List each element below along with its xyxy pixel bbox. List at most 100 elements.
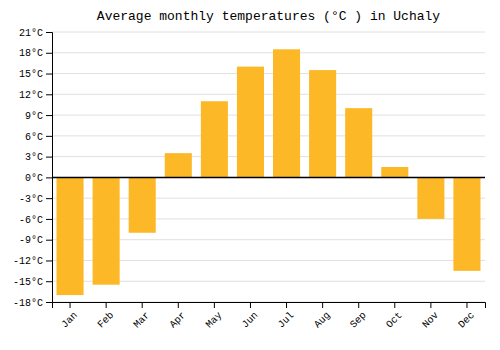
y-tick-label: 3°C [25,152,43,163]
grid-line [52,94,485,95]
x-tick: Jan [59,302,80,330]
chart: -18°C -15°C -12°C -9°C -6°C -3°C 0°C 3°C 6°C 9°C 1… [0,0,500,350]
x-tick-mark [358,302,359,308]
x-tick-label: Sep [348,310,369,331]
bar [417,177,444,219]
y-tick-label: -15°C [13,277,43,288]
x-tick: Aug [312,302,333,330]
y-tick-mark [46,281,52,282]
x-axis: Jan Feb Mar Apr May Jun Jul Aug Sep Oct Nov Dec [53,302,486,330]
x-tick-label: Oct [384,310,405,331]
grid [52,32,485,302]
y-axis: -18°C -15°C -12°C -9°C -6°C -3°C 0°C 3°C 6°C 9°C 1… [13,28,53,309]
x-tick-mark [322,302,323,308]
x-tick: Nov [420,302,441,330]
y-tick-mark [46,157,52,158]
y-tick: 12°C [19,90,52,101]
bar [57,177,84,295]
y-tick: -18°C [13,298,52,309]
grid-line [52,52,485,53]
y-tick-label: 12°C [19,90,43,101]
x-tick-mark [142,302,143,308]
y-tick-mark [46,198,52,199]
x-tick-mark [106,302,107,308]
x-tick-mark [70,302,71,308]
x-tick: Feb [96,302,117,330]
y-tick-mark [46,177,52,178]
grid-line [52,135,485,136]
x-tick: Mar [132,302,153,330]
bar [309,70,336,177]
x-tick-mark [250,302,251,308]
bar [381,167,408,177]
y-tick-label: -12°C [13,256,43,267]
x-tick-label: Feb [96,310,117,331]
x-tick: Sep [348,302,369,330]
y-tick-mark [46,74,52,75]
y-tick: 6°C [25,132,52,143]
grid-line [52,32,485,33]
x-tick: May [204,302,225,330]
y-tick-mark [46,302,52,303]
x-tick: Oct [384,302,405,330]
y-tick-label: 9°C [25,111,43,122]
y-tick: -15°C [13,277,52,288]
x-tick-label: Jul [276,310,297,331]
y-tick-label: 6°C [25,132,43,143]
y-tick: -6°C [19,215,52,226]
y-tick: -12°C [13,256,52,267]
x-tick: Dec [456,302,477,330]
bar [129,177,156,232]
grid-line [52,177,485,178]
x-tick-label: Jun [240,310,261,331]
x-tick: Jul [276,302,297,330]
y-tick-label: 0°C [25,173,43,184]
plot-area: -18°C -15°C -12°C -9°C -6°C -3°C 0°C 3°C 6°C 9°C 1… [13,28,486,331]
x-tick-mark [286,302,287,308]
y-tick-mark [46,260,52,261]
x-tick-mark [430,302,431,308]
y-tick: 0°C [25,173,52,184]
y-tick: -9°C [19,235,52,246]
bar [273,49,300,177]
x-tick: Jun [240,302,261,330]
y-tick: 9°C [25,111,52,122]
y-tick-label: -3°C [19,194,43,205]
grid-line [52,73,485,74]
bars [57,49,481,295]
y-tick-label: -18°C [13,298,43,309]
x-tick-mark [394,302,395,308]
x-axis-line [53,303,486,309]
bar [345,108,372,177]
bar [237,67,264,178]
x-tick-label: Dec [456,310,477,331]
y-axis-line [46,33,53,303]
bar [201,101,228,177]
y-tick: -3°C [19,194,52,205]
x-tick-mark [178,302,179,308]
x-tick: Apr [168,302,189,330]
grid-line [52,115,485,116]
y-tick-label: 15°C [19,69,43,80]
y-tick-label: -9°C [19,235,43,246]
x-tick-mark [214,302,215,308]
y-tick-mark [46,240,52,241]
y-tick-label: 21°C [19,28,43,39]
x-tick-label: Nov [420,310,441,331]
bar [93,177,120,284]
x-tick-label: Jan [59,310,80,331]
bar [165,153,192,177]
y-tick-mark [46,219,52,220]
x-tick-mark [466,302,467,308]
x-tick-label: Mar [132,310,153,331]
y-tick-mark [46,115,52,116]
grid-line [52,156,485,157]
y-tick: 3°C [25,152,52,163]
y-tick: 21°C [19,28,52,39]
zero-line [52,177,485,179]
y-tick-mark [46,136,52,137]
y-tick: 15°C [19,69,52,80]
y-tick-mark [46,94,52,95]
title: Average monthly temperatures (°C ) in Uc… [97,9,440,24]
y-tick-mark [46,53,52,54]
